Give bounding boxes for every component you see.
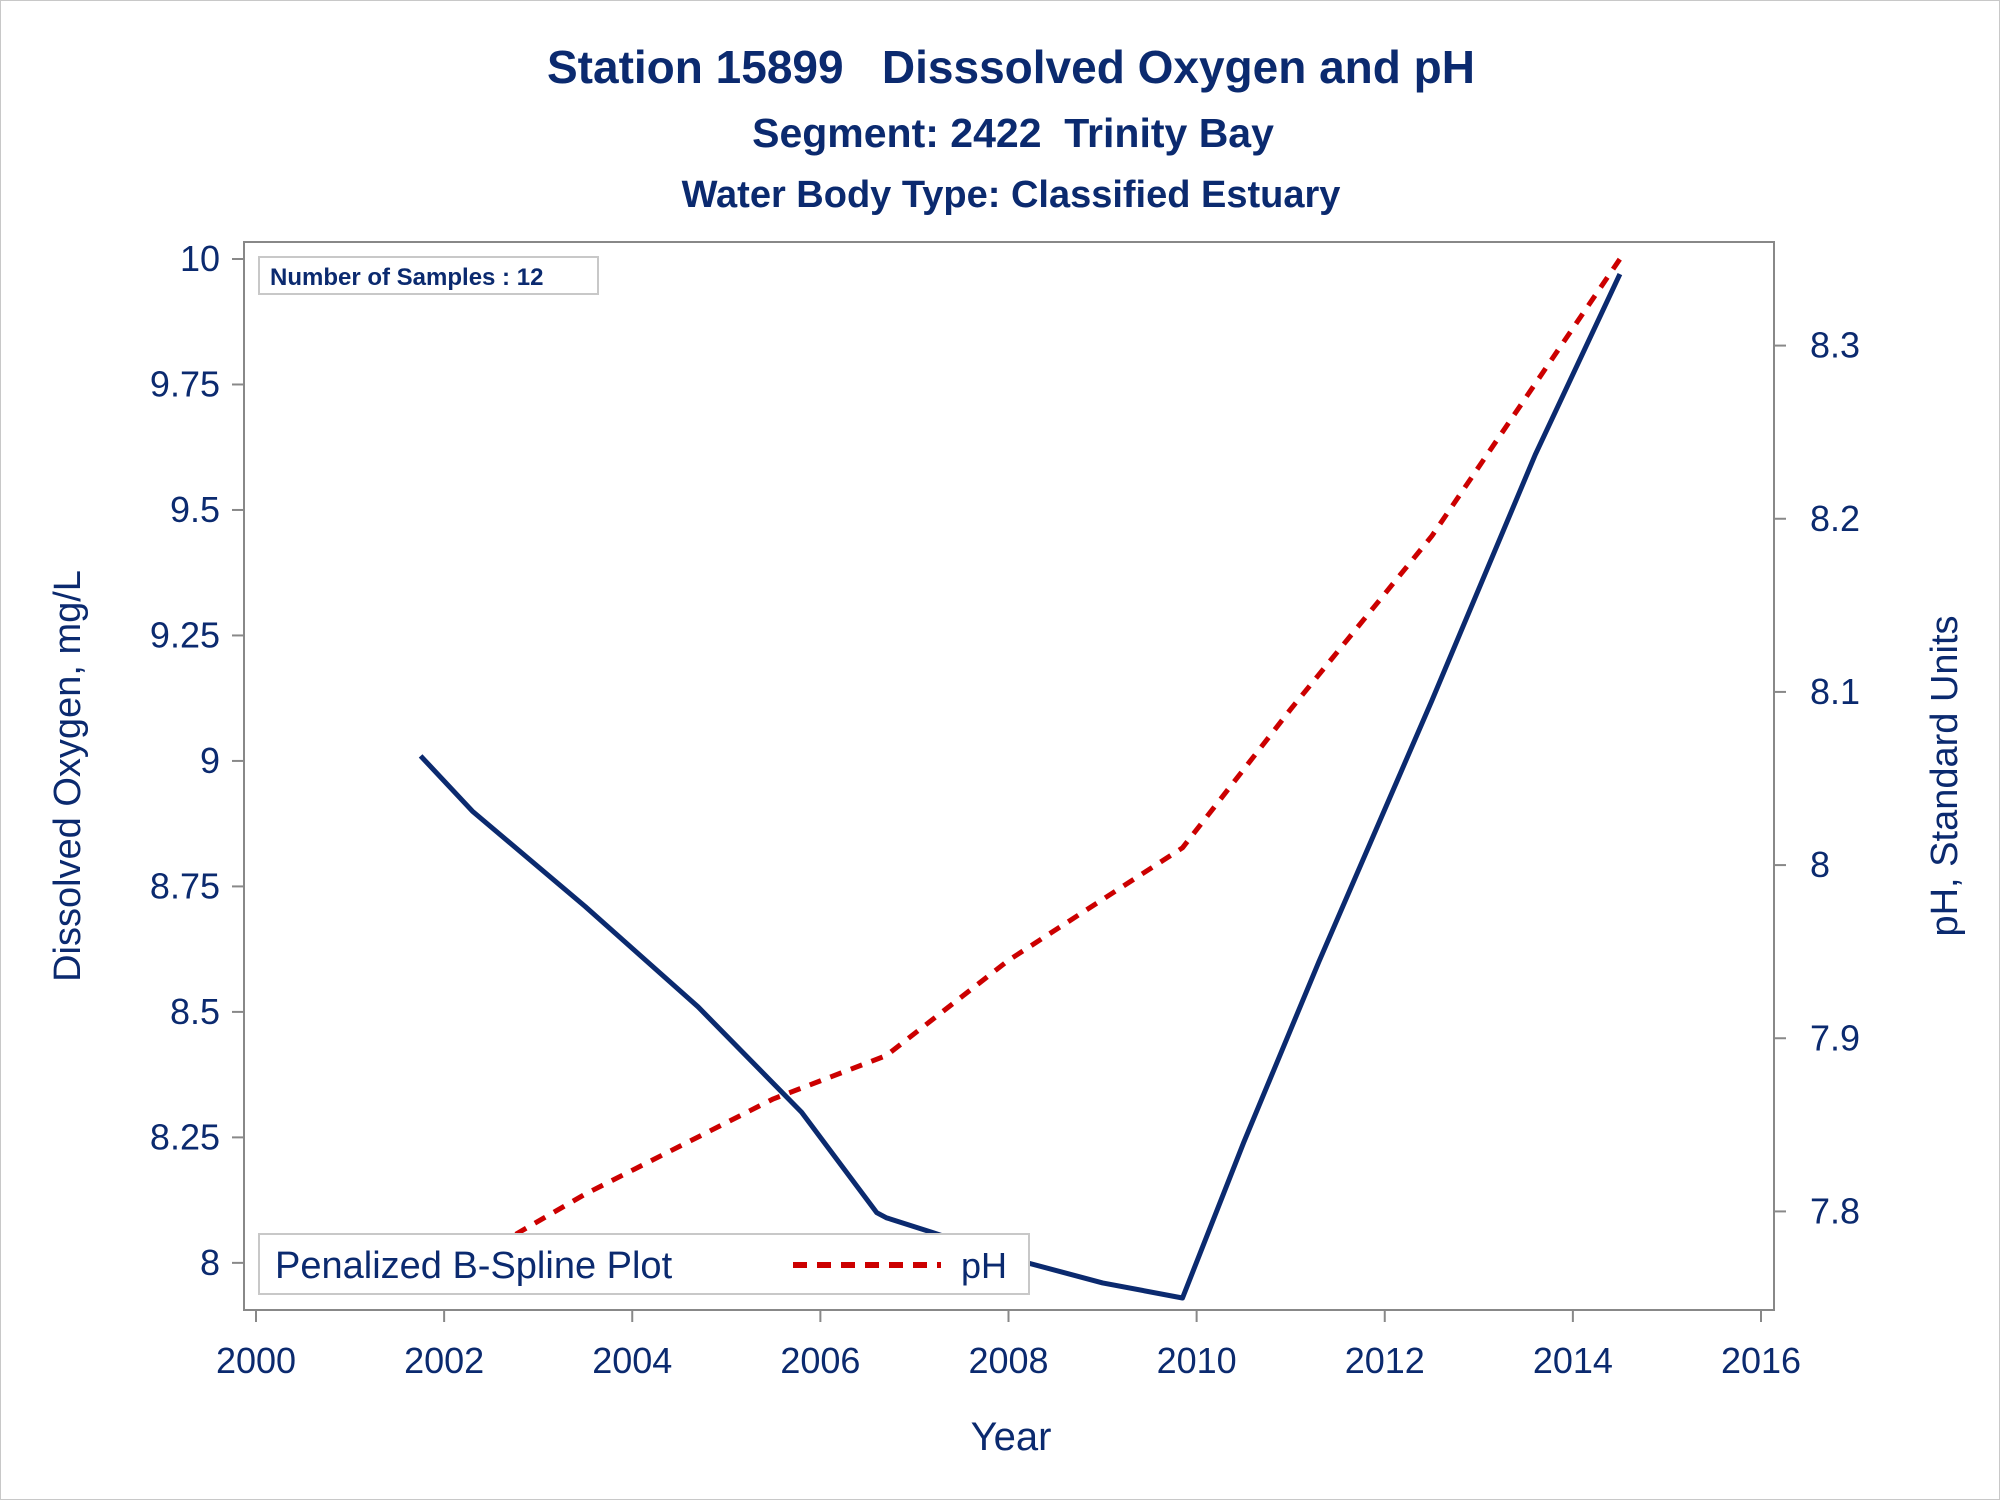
ph-series-line bbox=[419, 257, 1622, 1292]
y-tick-label: 10 bbox=[180, 238, 220, 279]
x-axis-label: Year bbox=[971, 1415, 1052, 1459]
y-axis-right: 7.8 7.9 8 8.1 8.2 8.3 bbox=[1774, 325, 1860, 1231]
plot-area bbox=[243, 241, 1775, 1311]
x-tick-label: 2012 bbox=[1345, 1340, 1425, 1381]
y-tick-label: 9.5 bbox=[170, 489, 220, 530]
x-tick-label: 2014 bbox=[1533, 1340, 1613, 1381]
y-tick-label: 8.75 bbox=[150, 865, 220, 906]
x-tick-label: 2002 bbox=[404, 1340, 484, 1381]
y-tick-label: 8.25 bbox=[150, 1116, 220, 1157]
chart-title: Station 15899 Disssolved Oxygen and pH bbox=[547, 41, 1475, 93]
y2-axis-label: pH, Standard Units bbox=[1924, 615, 1966, 936]
x-tick-label: 2008 bbox=[968, 1340, 1048, 1381]
samples-inset-label: Number of Samples : 12 bbox=[270, 264, 543, 291]
x-tick-label: 2000 bbox=[216, 1340, 296, 1381]
x-tick-label: 2006 bbox=[780, 1340, 860, 1381]
samples-inset-box bbox=[258, 256, 599, 295]
dissolved-oxygen-series-line bbox=[418, 273, 1623, 1301]
chart-subtitle-segment: Segment: 2422 Trinity Bay bbox=[752, 110, 1274, 156]
chart-subtitle-waterbody: Water Body Type: Classified Estuary bbox=[682, 174, 1341, 216]
y2-tick-label: 8.3 bbox=[1810, 325, 1860, 366]
x-axis: 2000 2002 2004 2006 2008 2010 2012 2014 2016 bbox=[216, 1310, 1801, 1381]
legend-ph-label: pH bbox=[961, 1245, 1007, 1286]
legend-title: Penalized B-Spline Plot bbox=[275, 1245, 673, 1287]
y2-tick-label: 7.8 bbox=[1810, 1190, 1860, 1231]
y-tick-label: 8.5 bbox=[170, 991, 220, 1032]
y2-tick-label: 8.1 bbox=[1810, 671, 1860, 712]
y2-tick-label: 8.2 bbox=[1810, 498, 1860, 539]
y-tick-label: 8 bbox=[200, 1242, 220, 1283]
series-lines bbox=[418, 257, 1623, 1301]
y2-tick-label: 7.9 bbox=[1810, 1017, 1860, 1058]
x-tick-label: 2016 bbox=[1721, 1340, 1801, 1381]
y-axis-left: 8 8.25 8.5 8.75 9 9.25 9.5 9.75 10 bbox=[150, 238, 244, 1283]
y2-tick-label: 8 bbox=[1810, 844, 1830, 885]
y-tick-label: 9.25 bbox=[150, 614, 220, 655]
y-tick-label: 9 bbox=[200, 740, 220, 781]
y-tick-label: 9.75 bbox=[150, 363, 220, 404]
x-tick-label: 2010 bbox=[1157, 1340, 1237, 1381]
y-axis-label: Dissolved Oxygen, mg/L bbox=[47, 570, 89, 982]
x-tick-label: 2004 bbox=[592, 1340, 672, 1381]
